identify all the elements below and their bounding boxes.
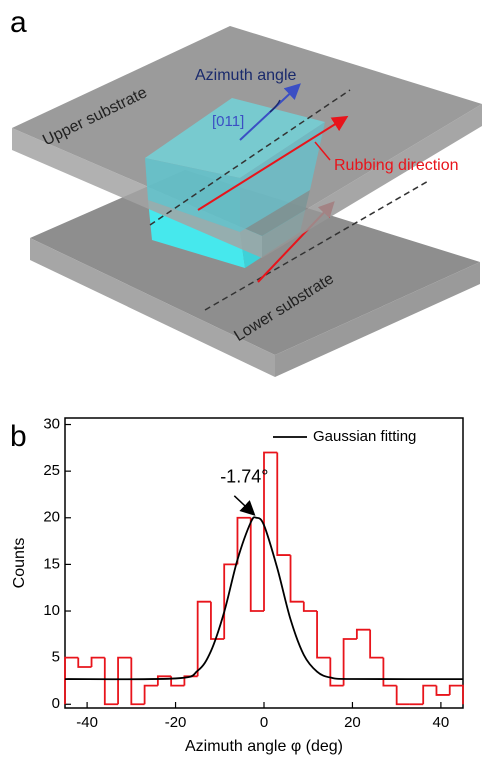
x-tick-label: 20 [344, 714, 361, 731]
histogram-bin [448, 684, 464, 705]
panel-label: a [10, 6, 27, 39]
y-tick-label: 20 [43, 509, 60, 526]
y-tick-label: 5 [52, 649, 60, 666]
upper-rubbing-arrow [197, 115, 349, 211]
lower-substrate-top [30, 170, 480, 355]
histogram-bin [342, 638, 357, 686]
histogram-bin [143, 684, 158, 705]
diagram: a Azimuth angle [011] Rubbing direction … [10, 6, 482, 377]
upper-substrate-front [12, 128, 262, 258]
y-axis-title: Counts [11, 538, 28, 589]
crystal-top [145, 98, 325, 178]
histogram-bin [103, 657, 119, 706]
panel-label: b [10, 420, 27, 453]
crystal-side [240, 122, 325, 232]
azimuth-arc [269, 99, 281, 113]
histogram-bin [117, 656, 132, 705]
upper-dashed-axis [149, 89, 351, 226]
histogram-bin [302, 601, 318, 612]
x-tick-label: -40 [76, 714, 98, 731]
upper-substrate-side [262, 104, 482, 258]
histogram-bin [156, 675, 172, 686]
y-tick-label: 25 [43, 462, 60, 479]
histogram-bin [263, 451, 278, 612]
histogram-bin [316, 611, 331, 659]
legend-label: Gaussian fitting [313, 428, 416, 445]
y-tick-label: 30 [43, 415, 60, 432]
lower-substrate-side [275, 262, 480, 377]
histogram-bin [435, 685, 450, 696]
x-axis-title: Azimuth angle φ (deg) [185, 738, 343, 755]
histogram-bin [369, 629, 384, 659]
annotation-arrow [233, 495, 256, 516]
lower-dashed-axis [204, 179, 431, 311]
fit-curve [64, 516, 464, 681]
histogram-bin [64, 656, 79, 705]
histogram-bin [210, 601, 225, 640]
y-tick-label: 10 [43, 602, 60, 619]
histogram-bin [395, 685, 410, 706]
y-tick-label: 15 [43, 555, 60, 572]
x-tick-label: 40 [433, 714, 450, 731]
histogram-bin [276, 452, 291, 556]
histogram-bin [249, 517, 264, 612]
x-tick-label: 0 [260, 714, 268, 731]
direction-label: [011] [212, 113, 244, 130]
histogram-bin [422, 684, 437, 705]
crystal-front [145, 158, 240, 232]
annotation: -1.74° [220, 467, 268, 487]
histogram-bin [289, 555, 304, 603]
x-tick-label: -20 [165, 714, 187, 731]
lower-substrate-front [30, 238, 275, 377]
rubbing-label: Rubbing direction [334, 157, 459, 174]
histogram-bin [90, 656, 105, 667]
histogram-bin [236, 516, 251, 565]
azimuth-arrow [239, 83, 301, 141]
histogram-bin [329, 657, 344, 687]
histogram-bin [355, 628, 371, 639]
y-tick-label: 0 [52, 695, 60, 712]
rubbing-leader [314, 141, 331, 161]
histogram-bin [77, 657, 92, 668]
histogram-panel: b Azimuth angle φ (deg) Counts 0 5 10 15 20 2… [10, 415, 464, 755]
histogram-bin [196, 600, 211, 677]
histogram-bin [130, 657, 145, 706]
azimuth-label: Azimuth angle [195, 67, 296, 84]
histogram-bin [382, 657, 397, 687]
